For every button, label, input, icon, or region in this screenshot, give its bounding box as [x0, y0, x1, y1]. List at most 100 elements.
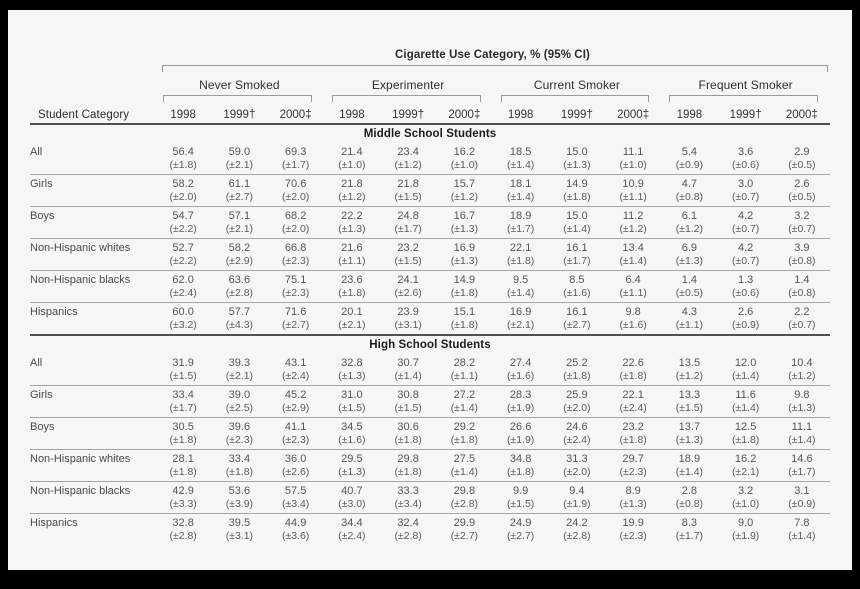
percent-value: 2.2 [794, 306, 810, 318]
percent-value: 11.1 [622, 146, 644, 158]
percent-value: 8.9 [625, 485, 641, 497]
value-cell: 30.8 (±1.5) [380, 386, 436, 417]
confidence-interval: (±1.5) [394, 191, 422, 203]
year-header-row: Student Category 1998 1999† 2000‡ 1998 1… [30, 103, 830, 123]
value-cell: 29.5 (±1.3) [324, 450, 380, 481]
value-cell: 39.0 (±2.5) [211, 386, 267, 417]
row-label: All [30, 357, 43, 369]
value-cell: 3.6 (±0.6) [718, 143, 774, 174]
value-cell: 25.9 (±2.0) [549, 386, 605, 417]
confidence-interval: (±1.4) [450, 466, 479, 478]
confidence-interval: (±1.4) [506, 191, 535, 203]
percent-value: 15.0 [566, 146, 588, 158]
confidence-interval: (±1.1) [619, 191, 647, 203]
row-label: Non-Hispanic blacks [30, 485, 131, 497]
value-cell: 9.9 (±1.5) [493, 482, 549, 513]
group-bracket-row [30, 95, 830, 103]
percent-value: 66.8 [284, 242, 307, 254]
confidence-interval: (±1.8) [450, 319, 479, 331]
table-row: Non-Hispanic whites 28.1 (±1.8) 33.4 (±1.8) 3… [30, 450, 830, 482]
value-cell: 29.9 (±2.7) [436, 514, 492, 545]
confidence-interval: (±2.7) [225, 191, 254, 203]
percent-value: 13.3 [678, 389, 701, 401]
confidence-interval: (±1.5) [394, 402, 422, 414]
value-cell: 18.5 (±1.4) [493, 143, 549, 174]
confidence-interval: (±3.9) [225, 498, 254, 510]
year-header: 2000‡ [448, 109, 481, 121]
value-cell: 23.2 (±1.8) [605, 418, 661, 449]
confidence-interval: (±4.3) [225, 319, 254, 331]
value-cell: 7.8 (±1.4) [774, 514, 830, 545]
percent-value: 14.9 [453, 274, 476, 286]
percent-value: 30.5 [172, 421, 194, 433]
group-bracket [669, 95, 818, 102]
confidence-interval: (±0.5) [675, 287, 704, 299]
percent-value: 13.5 [678, 357, 701, 369]
value-cell: 3.0 (±0.7) [718, 175, 774, 206]
confidence-interval: (±2.7) [450, 530, 479, 542]
value-cell: 70.6 (±2.0) [268, 175, 324, 206]
confidence-interval: (±1.3) [675, 255, 704, 267]
value-cell: 75.1 (±2.3) [268, 271, 324, 302]
confidence-interval: (±2.4) [338, 530, 366, 542]
percent-value: 33.3 [397, 485, 419, 497]
value-cell: 34.4 (±2.4) [324, 514, 380, 545]
value-cell: 36.0 (±2.6) [268, 450, 324, 481]
value-cell: 41.1 (±2.3) [268, 418, 324, 449]
percent-value: 26.6 [509, 421, 532, 433]
year-header: 1998 [507, 109, 534, 121]
value-cell: 12.5 (±1.8) [718, 418, 774, 449]
confidence-interval: (±0.9) [731, 319, 760, 331]
confidence-interval: (±1.5) [394, 255, 422, 267]
confidence-interval: (±2.6) [281, 466, 310, 478]
value-cell: 15.0 (±1.3) [549, 143, 605, 174]
percent-value: 39.0 [228, 389, 251, 401]
confidence-interval: (±1.6) [338, 434, 366, 446]
confidence-interval: (±1.6) [619, 319, 647, 331]
percent-value: 71.6 [284, 306, 307, 318]
confidence-interval: (±2.8) [169, 530, 197, 542]
confidence-interval: (±1.3) [619, 498, 647, 510]
confidence-interval: (±1.4) [563, 223, 591, 235]
value-cell: 9.5 (±1.4) [493, 271, 549, 302]
value-cell: 21.8 (±1.5) [380, 175, 436, 206]
confidence-interval: (±2.0) [563, 466, 591, 478]
value-cell: 18.1 (±1.4) [493, 175, 549, 206]
confidence-interval: (±1.8) [169, 434, 197, 446]
percent-value: 11.1 [791, 421, 813, 433]
confidence-interval: (±1.3) [450, 223, 479, 235]
percent-value: 3.2 [737, 485, 754, 497]
percent-value: 15.7 [453, 178, 476, 190]
percent-value: 29.8 [453, 485, 476, 497]
confidence-interval: (±1.5) [169, 370, 197, 382]
value-cell: 39.6 (±2.3) [211, 418, 267, 449]
percent-value: 13.4 [622, 242, 644, 254]
confidence-interval: (±1.1) [338, 255, 366, 267]
confidence-interval: (±1.4) [731, 402, 760, 414]
percent-value: 62.0 [172, 274, 194, 286]
confidence-interval: (±1.2) [675, 370, 704, 382]
value-cell: 34.8 (±1.8) [493, 450, 549, 481]
value-cell: 16.1 (±1.7) [549, 239, 605, 270]
percent-value: 23.2 [397, 242, 419, 254]
value-cell: 58.2 (±2.0) [155, 175, 211, 206]
confidence-interval: (±3.6) [281, 530, 310, 542]
group-label-frequent-smoker: Frequent Smoker [698, 78, 793, 92]
percent-value: 1.4 [794, 274, 810, 286]
confidence-interval: (±2.4) [169, 287, 197, 299]
value-cell: 11.6 (±1.4) [718, 386, 774, 417]
value-cell: 1.4 (±0.5) [661, 271, 717, 302]
group-label-current-smoker: Current Smoker [533, 78, 620, 92]
percent-value: 3.2 [794, 210, 810, 222]
confidence-interval: (±1.7) [788, 466, 816, 478]
confidence-interval: (±1.8) [394, 466, 422, 478]
table-row: Girls 58.2 (±2.0) 61.1 (±2.7) 70.6 (±2.0) 21.8(… [30, 175, 830, 207]
confidence-interval: (±0.8) [675, 498, 704, 510]
confidence-interval: (±3.1) [225, 530, 254, 542]
value-cell: 21.8 (±1.2) [324, 175, 380, 206]
confidence-interval: (±2.0) [281, 223, 310, 235]
group-bracket [500, 95, 650, 102]
percent-value: 36.0 [284, 453, 307, 465]
value-cell: 25.2 (±1.8) [549, 354, 605, 385]
year-header: 1999† [392, 109, 425, 121]
